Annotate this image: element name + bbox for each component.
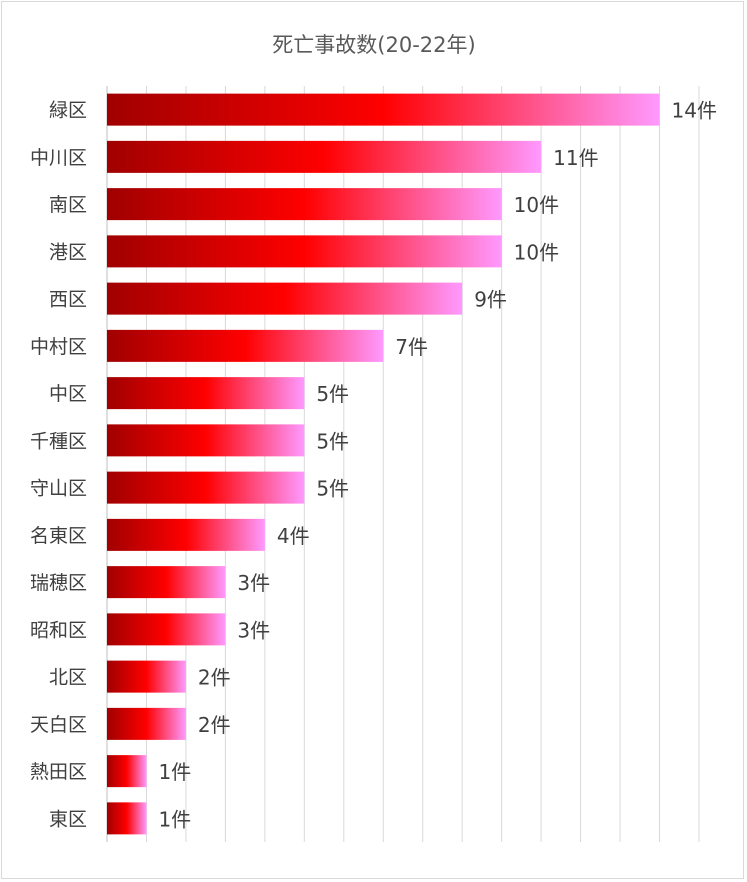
bars xyxy=(107,93,660,835)
data-label: 1件 xyxy=(158,760,191,784)
category-label: 千種区 xyxy=(30,430,87,452)
category-label: 中区 xyxy=(49,383,87,405)
bar xyxy=(107,235,502,268)
category-label: 東区 xyxy=(49,808,87,830)
data-label: 2件 xyxy=(198,713,231,737)
chart-title: 死亡事故数(20-22年) xyxy=(272,33,475,57)
bar xyxy=(107,424,305,457)
data-label: 3件 xyxy=(237,618,270,642)
category-labels: 緑区中川区南区港区西区中村区中区千種区守山区名東区瑞穂区昭和区北区天白区熱田区東… xyxy=(30,100,87,831)
bar xyxy=(107,566,226,599)
category-label: 西区 xyxy=(49,289,87,311)
data-label: 5件 xyxy=(316,382,349,406)
bar xyxy=(107,471,305,504)
data-label: 9件 xyxy=(474,288,507,312)
data-label: 7件 xyxy=(395,335,428,359)
bar xyxy=(107,140,542,173)
category-label: 北区 xyxy=(49,667,87,689)
bar xyxy=(107,377,305,410)
data-label: 2件 xyxy=(198,666,231,690)
bar xyxy=(107,282,463,315)
data-label: 3件 xyxy=(237,571,270,595)
category-label: 熱田区 xyxy=(30,761,87,783)
bar xyxy=(107,188,502,221)
bar xyxy=(107,518,265,551)
category-label: 瑞穂区 xyxy=(30,572,87,594)
data-label: 5件 xyxy=(316,477,349,501)
bar xyxy=(107,707,186,740)
data-label: 1件 xyxy=(158,807,191,831)
category-label: 中川区 xyxy=(30,147,87,169)
category-label: 南区 xyxy=(49,194,87,216)
category-label: 昭和区 xyxy=(30,619,87,641)
category-label: 緑区 xyxy=(49,100,87,122)
data-label: 10件 xyxy=(514,193,559,217)
data-label: 5件 xyxy=(316,429,349,453)
category-label: 中村区 xyxy=(30,336,87,358)
bar xyxy=(107,93,660,126)
category-label: 港区 xyxy=(49,241,87,263)
category-label: 名東区 xyxy=(30,525,87,547)
category-label: 天白区 xyxy=(30,714,87,736)
bar xyxy=(107,755,147,788)
data-label: 11件 xyxy=(553,146,598,170)
category-label: 守山区 xyxy=(30,478,87,500)
data-label: 10件 xyxy=(514,240,559,264)
bar xyxy=(107,660,186,693)
data-label: 4件 xyxy=(277,524,310,548)
bar xyxy=(107,802,147,835)
bar xyxy=(107,329,384,362)
data-label: 14件 xyxy=(672,99,717,123)
bar xyxy=(107,613,226,646)
